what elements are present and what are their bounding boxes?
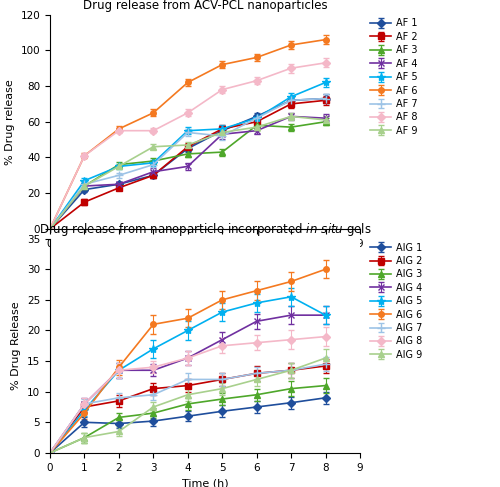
- Y-axis label: % Drug release: % Drug release: [5, 79, 15, 165]
- Title: Drug release from nanoparticle incorporated $\it{in}$-$\it{situ}$ gels: Drug release from nanoparticle incorpora…: [38, 221, 372, 238]
- Title: Drug release from ACV-PCL nanoparticles: Drug release from ACV-PCL nanoparticles: [82, 0, 328, 12]
- Legend: AIG 1, AIG 2, AIG 3, AIG 4, AIG 5, AIG 6, AIG 7, AIG 8, AIG 9: AIG 1, AIG 2, AIG 3, AIG 4, AIG 5, AIG 6…: [366, 239, 426, 364]
- X-axis label: Time (h): Time (h): [182, 254, 228, 264]
- X-axis label: Time (h): Time (h): [182, 478, 228, 487]
- Y-axis label: % Drug Release: % Drug Release: [12, 301, 22, 390]
- Legend: AF 1, AF 2, AF 3, AF 4, AF 5, AF 6, AF 7, AF 8, AF 9: AF 1, AF 2, AF 3, AF 4, AF 5, AF 6, AF 7…: [366, 15, 422, 140]
